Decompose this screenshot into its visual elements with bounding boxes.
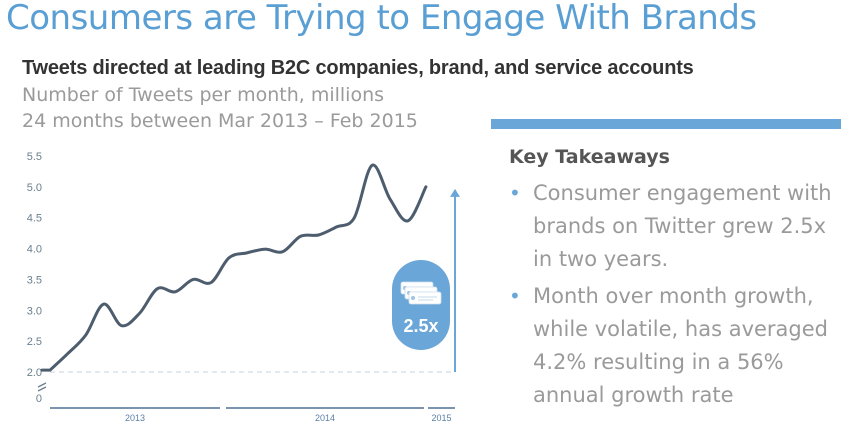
takeaways-accent-bar bbox=[491, 119, 841, 129]
takeaway-item: • Month over month growth, while volatile… bbox=[509, 280, 849, 412]
takeaway-text: Consumer engagement with brands on Twitt… bbox=[533, 181, 832, 271]
growth-arrow bbox=[450, 188, 460, 372]
x-group-label: 2013 bbox=[125, 413, 145, 423]
y-tick-label: 2.0 bbox=[27, 367, 42, 379]
y-tick-label: 3.5 bbox=[27, 274, 42, 286]
y-tick-label: 4.0 bbox=[27, 244, 42, 256]
takeaway-text: Month over month growth, while volatile,… bbox=[533, 284, 828, 407]
x-group-label: 2015 bbox=[431, 413, 451, 423]
axis-break-icon bbox=[37, 382, 47, 392]
badge-pill bbox=[392, 260, 450, 350]
growth-badge: 2.5x bbox=[392, 260, 450, 350]
series-line bbox=[40, 163, 428, 372]
tweet-cards-icon bbox=[400, 281, 442, 305]
y-tick-label: 3.0 bbox=[27, 305, 42, 317]
bullet-icon: • bbox=[509, 181, 521, 205]
y-tick-label: 5.0 bbox=[27, 182, 42, 194]
takeaways-list: • Consumer engagement with brands on Twit… bbox=[509, 177, 849, 416]
takeaways-title: Key Takeaways bbox=[509, 146, 670, 168]
growth-badge-label: 2.5x bbox=[403, 316, 438, 336]
y-tick-label: 0 bbox=[36, 393, 42, 405]
y-tick-label: 5.5 bbox=[27, 151, 42, 163]
line-chart: 5.5 5.0 4.5 4.0 3.5 3.0 2.5 2.0 0 2013 2014 2015 2… bbox=[27, 151, 460, 423]
page-title: Consumers are Trying to Engage With Bran… bbox=[6, 0, 757, 38]
bullet-icon: • bbox=[509, 284, 521, 308]
x-group-label: 2014 bbox=[315, 413, 335, 423]
chart-period: 24 months between Mar 2013 – Feb 2015 bbox=[22, 110, 418, 132]
y-tick-label: 4.5 bbox=[27, 213, 42, 225]
takeaway-item: • Consumer engagement with brands on Twit… bbox=[509, 177, 849, 276]
y-tick-label: 2.5 bbox=[27, 336, 42, 348]
chart-units: Number of Tweets per month, millions bbox=[22, 84, 385, 106]
chart-subtitle: Tweets directed at leading B2C companies… bbox=[22, 57, 694, 79]
